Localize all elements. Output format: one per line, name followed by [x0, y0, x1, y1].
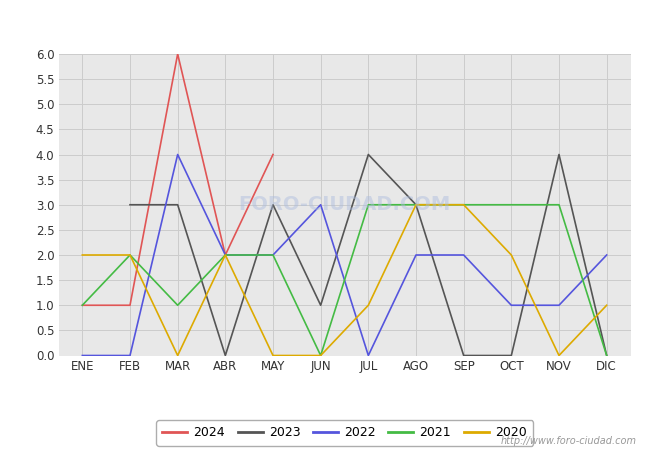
- Text: FORO-CIUDAD.COM: FORO-CIUDAD.COM: [239, 195, 450, 214]
- Text: http://www.foro-ciudad.com: http://www.foro-ciudad.com: [501, 436, 637, 446]
- Legend: 2024, 2023, 2022, 2021, 2020: 2024, 2023, 2022, 2021, 2020: [156, 420, 533, 446]
- Text: Matriculaciones de Vehiculos en Vimbodí i Poblet: Matriculaciones de Vehiculos en Vimbodí …: [129, 13, 521, 28]
